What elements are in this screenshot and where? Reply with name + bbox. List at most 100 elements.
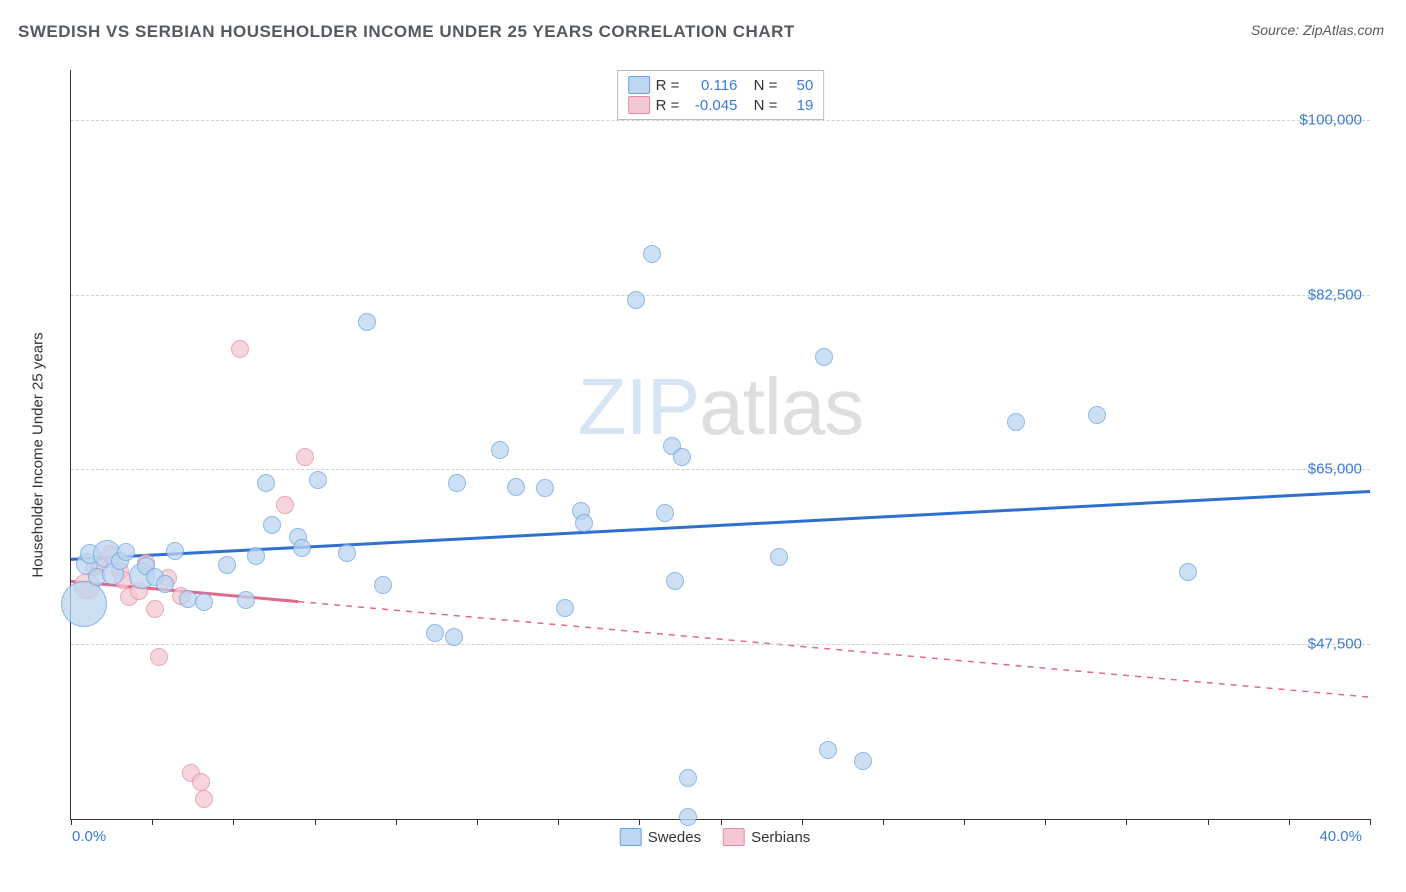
series-legend: Swedes Serbians xyxy=(620,828,811,846)
data-point-swedes xyxy=(257,474,275,492)
gridline xyxy=(71,295,1370,296)
x-tick xyxy=(1370,819,1371,825)
data-point-swedes xyxy=(673,448,691,466)
x-tick xyxy=(802,819,803,825)
data-point-serbians xyxy=(195,790,213,808)
data-point-swedes xyxy=(770,548,788,566)
y-tick-label: $47,500 xyxy=(1308,636,1362,653)
swatch-serbians-bottom xyxy=(723,828,745,846)
data-point-swedes xyxy=(491,441,509,459)
n-value-serbians: 19 xyxy=(783,97,813,114)
data-point-swedes xyxy=(656,504,674,522)
data-point-swedes xyxy=(61,581,107,627)
data-point-serbians xyxy=(231,340,249,358)
watermark-zip: ZIP xyxy=(578,362,699,451)
x-tick xyxy=(721,819,722,825)
legend-label-swedes: Swedes xyxy=(648,829,701,846)
swatch-swedes-bottom xyxy=(620,828,642,846)
gridline xyxy=(71,644,1370,645)
data-point-swedes xyxy=(218,556,236,574)
x-tick xyxy=(883,819,884,825)
data-point-swedes xyxy=(507,478,525,496)
data-point-swedes xyxy=(237,591,255,609)
x-tick xyxy=(1045,819,1046,825)
data-point-swedes xyxy=(445,628,463,646)
data-point-swedes xyxy=(854,752,872,770)
x-tick xyxy=(233,819,234,825)
data-point-swedes xyxy=(293,539,311,557)
x-tick xyxy=(71,819,72,825)
data-point-swedes xyxy=(679,808,697,826)
data-point-swedes xyxy=(627,291,645,309)
n-value-swedes: 50 xyxy=(783,77,813,94)
x-tick xyxy=(1208,819,1209,825)
y-tick-label: $100,000 xyxy=(1299,111,1362,128)
data-point-swedes xyxy=(338,544,356,562)
x-tick xyxy=(396,819,397,825)
swatch-serbians xyxy=(628,96,650,114)
data-point-swedes xyxy=(643,245,661,263)
source-name: ZipAtlas.com xyxy=(1303,22,1384,38)
x-axis-min-label: 0.0% xyxy=(72,828,106,845)
trendlines-layer xyxy=(71,70,1370,819)
stats-legend: R = 0.116 N = 50 R = -0.045 N = 19 xyxy=(617,70,825,120)
source-label: Source: xyxy=(1251,22,1299,38)
data-point-swedes xyxy=(819,741,837,759)
x-tick xyxy=(1289,819,1290,825)
stats-row-serbians: R = -0.045 N = 19 xyxy=(628,95,814,115)
n-label-2: N = xyxy=(754,97,778,114)
data-point-swedes xyxy=(166,542,184,560)
n-label: N = xyxy=(754,77,778,94)
data-point-swedes xyxy=(1007,413,1025,431)
data-point-swedes xyxy=(117,543,135,561)
data-point-swedes xyxy=(536,479,554,497)
legend-label-serbians: Serbians xyxy=(751,829,810,846)
data-point-swedes xyxy=(156,575,174,593)
x-tick xyxy=(558,819,559,825)
data-point-swedes xyxy=(179,590,197,608)
stats-row-swedes: R = 0.116 N = 50 xyxy=(628,75,814,95)
data-point-serbians xyxy=(146,600,164,618)
x-axis-max-label: 40.0% xyxy=(1319,828,1362,845)
watermark-atlas: atlas xyxy=(699,362,863,451)
r-label: R = xyxy=(656,77,680,94)
data-point-swedes xyxy=(556,599,574,617)
data-point-swedes xyxy=(374,576,392,594)
r-value-serbians: -0.045 xyxy=(685,97,737,114)
x-tick xyxy=(477,819,478,825)
data-point-serbians xyxy=(276,496,294,514)
data-point-swedes xyxy=(247,547,265,565)
r-value-swedes: 0.116 xyxy=(685,77,737,94)
data-point-swedes xyxy=(1179,563,1197,581)
plot-area: ZIPatlas R = 0.116 N = 50 R = -0.045 N =… xyxy=(70,70,1370,820)
y-axis-label: Householder Income Under 25 years xyxy=(30,332,47,577)
data-point-swedes xyxy=(358,313,376,331)
data-point-swedes xyxy=(666,572,684,590)
gridline xyxy=(71,469,1370,470)
y-tick-label: $65,000 xyxy=(1308,461,1362,478)
x-tick xyxy=(639,819,640,825)
data-point-serbians xyxy=(150,648,168,666)
x-tick xyxy=(315,819,316,825)
r-label-2: R = xyxy=(656,97,680,114)
chart-title: SWEDISH VS SERBIAN HOUSEHOLDER INCOME UN… xyxy=(18,22,795,42)
data-point-swedes xyxy=(815,348,833,366)
x-tick xyxy=(152,819,153,825)
data-point-serbians xyxy=(296,448,314,466)
data-point-serbians xyxy=(192,773,210,791)
gridline xyxy=(71,120,1370,121)
data-point-swedes xyxy=(195,593,213,611)
data-point-swedes xyxy=(426,624,444,642)
correlation-chart: Householder Income Under 25 years ZIPatl… xyxy=(50,60,1380,850)
data-point-swedes xyxy=(575,514,593,532)
source-attribution: Source: ZipAtlas.com xyxy=(1251,22,1384,38)
legend-item-serbians: Serbians xyxy=(723,828,810,846)
swatch-swedes xyxy=(628,76,650,94)
data-point-swedes xyxy=(679,769,697,787)
x-tick xyxy=(964,819,965,825)
data-point-swedes xyxy=(309,471,327,489)
watermark: ZIPatlas xyxy=(578,361,863,453)
data-point-swedes xyxy=(448,474,466,492)
legend-item-swedes: Swedes xyxy=(620,828,701,846)
y-tick-label: $82,500 xyxy=(1308,286,1362,303)
